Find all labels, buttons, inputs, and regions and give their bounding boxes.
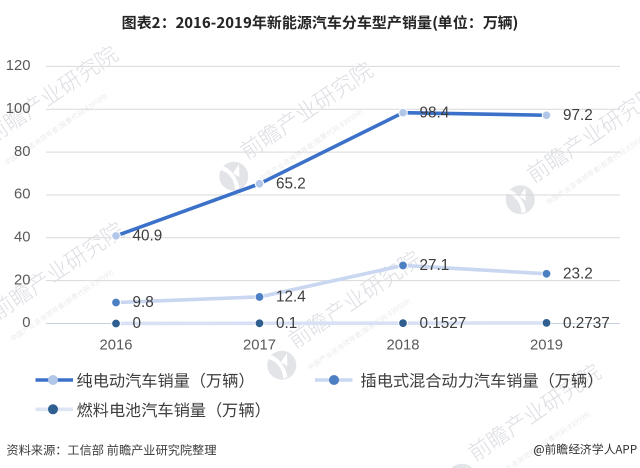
- svg-text:27.1: 27.1: [420, 257, 450, 274]
- svg-text:@前瞻经济学人APP: @前瞻经济学人APP: [533, 441, 637, 458]
- svg-text:9.8: 9.8: [133, 294, 154, 311]
- svg-text:120: 120: [6, 58, 31, 74]
- svg-text:2018: 2018: [387, 338, 420, 354]
- svg-text:100: 100: [6, 101, 31, 117]
- svg-text:60: 60: [14, 187, 30, 203]
- svg-text:2017: 2017: [243, 338, 276, 354]
- svg-text:2019: 2019: [530, 338, 563, 354]
- svg-text:0: 0: [133, 315, 142, 332]
- svg-text:0.1: 0.1: [276, 315, 297, 332]
- svg-text:0.2737: 0.2737: [563, 315, 610, 332]
- svg-text:23.2: 23.2: [563, 266, 593, 283]
- svg-text:2016: 2016: [100, 338, 133, 354]
- svg-text:98.4: 98.4: [420, 104, 450, 121]
- svg-text:40.9: 40.9: [133, 228, 163, 245]
- svg-text:纯电动汽车销量（万辆）: 纯电动汽车销量（万辆）: [77, 368, 255, 392]
- svg-text:资料来源：工信部 前瞻产业研究院整理: 资料来源：工信部 前瞻产业研究院整理: [7, 441, 218, 459]
- svg-text:40: 40: [14, 230, 30, 246]
- svg-text:12.4: 12.4: [276, 289, 306, 306]
- svg-text:0.1527: 0.1527: [420, 315, 467, 332]
- svg-text:燃料电池汽车销量（万辆）: 燃料电池汽车销量（万辆）: [77, 397, 271, 421]
- svg-text:0: 0: [22, 315, 30, 331]
- svg-text:80: 80: [14, 144, 30, 160]
- svg-text:图表2：2016-2019年新能源汽车分车型产销量(单位：万: 图表2：2016-2019年新能源汽车分车型产销量(单位：万辆): [122, 12, 519, 33]
- svg-text:插电式混合动力汽车销量（万辆）: 插电式混合动力汽车销量（万辆）: [361, 368, 604, 392]
- svg-text:65.2: 65.2: [276, 176, 306, 193]
- svg-text:97.2: 97.2: [563, 107, 593, 124]
- svg-text:20: 20: [14, 272, 30, 288]
